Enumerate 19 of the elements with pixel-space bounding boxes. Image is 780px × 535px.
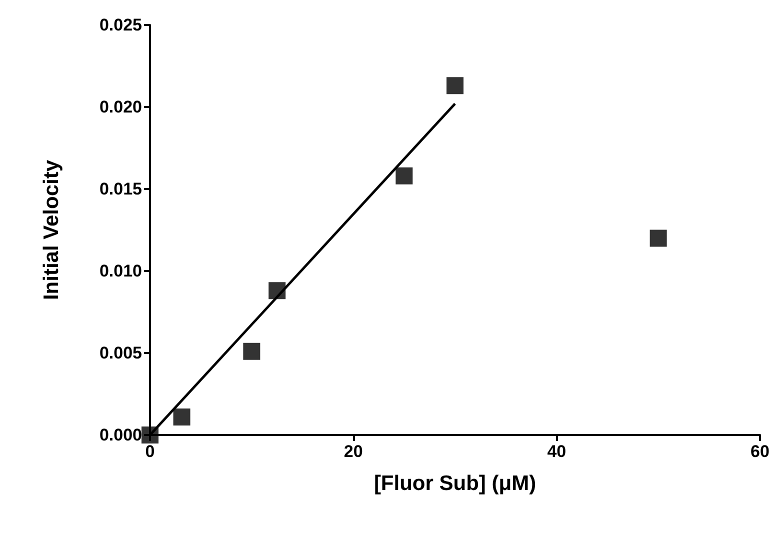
y-tick-label: 0.000 <box>99 426 142 444</box>
y-tick-label: 0.005 <box>99 344 142 362</box>
x-axis-title: [Fluor Sub] (μM) <box>374 472 536 495</box>
point <box>396 167 413 184</box>
y-tick-label: 0.010 <box>99 262 142 280</box>
y-tick-label: 0.020 <box>99 98 142 116</box>
point <box>268 282 286 300</box>
x-tick-label: 0 <box>145 442 155 461</box>
point <box>650 230 667 247</box>
x-tick-label: 60 <box>750 442 770 461</box>
y-axis-title: Initial Velocity <box>40 160 63 300</box>
x-tick-label: 40 <box>547 442 566 461</box>
y-tick-label: 0.025 <box>99 16 142 34</box>
y-tick-label: 0.015 <box>99 180 142 198</box>
x-tick-label: 20 <box>344 442 363 461</box>
point <box>446 77 464 94</box>
point <box>142 426 158 444</box>
point <box>173 408 190 426</box>
point <box>243 342 260 360</box>
